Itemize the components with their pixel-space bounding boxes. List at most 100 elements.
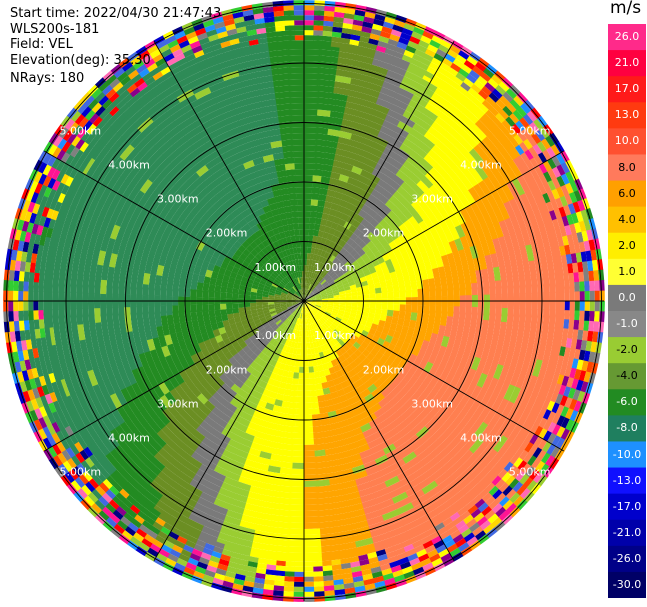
field-cell: [120, 198, 133, 215]
field-cell: [146, 338, 156, 352]
field-cell: [392, 247, 402, 257]
field-cell: [331, 287, 339, 292]
field-cell: [299, 312, 302, 319]
field-cell: [292, 259, 297, 267]
field-cell: [166, 102, 184, 117]
field-cell: [323, 368, 331, 376]
noise-cell: [579, 291, 585, 302]
field-cell: [391, 491, 409, 504]
field-cell: [347, 196, 358, 206]
noise-cell: [459, 510, 471, 521]
field-cell: [454, 363, 466, 378]
field-cell: [273, 262, 280, 269]
field-cell: [335, 408, 345, 417]
field-cell: [454, 141, 470, 157]
noise-cell: [529, 413, 539, 424]
field-cell: [304, 229, 310, 236]
field-cell: [492, 415, 507, 433]
noise-cell: [584, 310, 590, 322]
field-cell: [149, 456, 166, 472]
field-cell: [371, 203, 382, 214]
field-cell: [530, 276, 538, 294]
field-cell: [140, 339, 150, 353]
field-cell: [492, 379, 505, 397]
field-cell: [257, 242, 266, 251]
field-cell: [493, 266, 501, 282]
field-cell: [315, 303, 322, 307]
field-cell: [296, 290, 301, 297]
field-cell: [163, 210, 175, 223]
field-cell: [292, 286, 297, 292]
noise-cell: [119, 515, 132, 527]
field-cell: [306, 283, 309, 290]
field-cell: [119, 319, 127, 334]
field-cell: [391, 385, 403, 397]
field-cell: [219, 194, 231, 205]
noise-cell: [343, 582, 355, 590]
field-cell: [338, 290, 346, 295]
noise-cell: [51, 410, 61, 422]
noise-cell: [484, 509, 496, 521]
field-cell: [417, 208, 429, 221]
field-cell: [162, 443, 177, 458]
field-cell: [220, 382, 231, 393]
noise-cell: [400, 32, 412, 41]
field-cell: [403, 371, 414, 383]
noise-cell: [105, 488, 116, 500]
field-cell: [260, 93, 276, 102]
field-cell: [157, 411, 171, 426]
field-cell: [279, 282, 286, 288]
field-cell: [470, 356, 481, 371]
field-cell: [264, 433, 276, 442]
field-cell: [394, 92, 412, 106]
field-cell: [179, 321, 188, 332]
field-cell: [270, 453, 283, 462]
field-cell: [203, 339, 213, 349]
field-cell: [187, 345, 197, 357]
field-cell: [466, 128, 483, 145]
field-cell: [240, 470, 255, 480]
noise-cell: [94, 499, 106, 511]
field-cell: [458, 394, 471, 409]
field-cell: [277, 285, 284, 291]
noise-cell: [437, 548, 450, 559]
field-cell: [253, 356, 262, 365]
field-cell: [260, 179, 272, 189]
field-cell: [356, 110, 373, 121]
field-cell: [241, 77, 259, 88]
field-cell: [509, 353, 520, 370]
field-cell: [426, 388, 439, 401]
field-cell: [291, 384, 299, 391]
noise-cell: [471, 494, 482, 505]
field-cell: [337, 57, 356, 67]
field-cell: [499, 265, 507, 281]
field-cell: [375, 303, 382, 310]
field-cell: [336, 314, 343, 320]
field-cell: [256, 207, 266, 217]
field-cell: [402, 429, 416, 442]
field-cell: [405, 304, 412, 313]
field-cell: [343, 286, 351, 291]
field-cell: [341, 280, 349, 286]
field-cell: [61, 342, 72, 361]
field-cell: [317, 497, 333, 505]
field-cell: [296, 187, 305, 194]
field-cell: [413, 223, 424, 236]
field-cell: [114, 211, 127, 227]
field-cell: [233, 163, 246, 174]
field-cell: [392, 330, 401, 340]
noise-cell: [573, 368, 582, 381]
field-cell: [293, 151, 305, 158]
field-cell: [324, 275, 331, 281]
noise-cell: [68, 468, 79, 481]
field-cell: [477, 307, 484, 321]
noise-cell: [415, 548, 428, 558]
field-cell: [324, 146, 337, 155]
noise-cell: [237, 558, 249, 566]
field-cell: [302, 306, 304, 313]
field-cell: [401, 341, 410, 352]
field-cell: [485, 393, 499, 410]
field-cell: [273, 333, 280, 340]
noise-cell: [580, 340, 588, 352]
field-cell: [321, 324, 328, 331]
